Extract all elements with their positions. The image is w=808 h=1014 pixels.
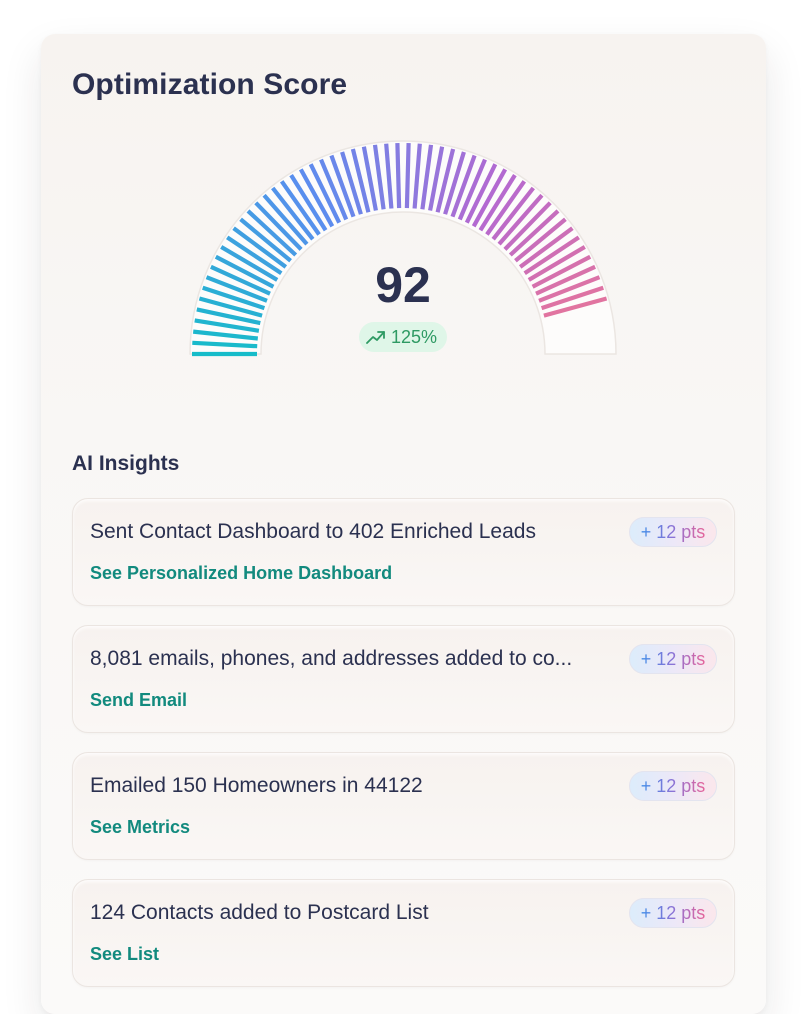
gauge-tick [527,245,586,282]
gauge-tick [478,173,517,232]
gauge-tick [361,146,378,211]
points-badge: + 12 pts [629,771,717,801]
gauge-tick [192,329,259,341]
insight-card: Emailed 150 Homeowners in 44122 See Metr… [72,752,735,860]
gauge-tick [428,146,445,211]
gauge-tick [543,296,608,318]
gauge-tick [279,180,321,236]
gauge-tick [194,318,260,333]
gauge-tick [540,285,604,311]
gauge-tick [319,158,349,221]
gauge-tick [308,163,342,224]
card-title: Optimization Score [72,68,348,101]
insight-text: Emailed 150 Homeowners in 44122 [90,774,423,797]
gauge-tick [329,154,356,218]
gauge-tick [471,168,508,228]
insight-link[interactable]: See List [90,944,160,964]
gauge-tick [220,245,279,282]
insight-card: 124 Contacts added to Postcard List See … [72,879,735,987]
score-value: 92 [375,257,431,313]
gauge-tick [239,217,292,263]
gauge-tick [443,151,466,215]
gauge-tick [226,235,283,276]
trend-badge: 125% [359,322,448,352]
gauge-tick [535,264,596,296]
gauge-tick [435,148,456,213]
gauge-tick [538,275,601,303]
gauge-tick [395,143,402,209]
gauge-tick [497,193,544,246]
trend-up-arrow-icon [365,329,387,345]
insight-text: 124 Contacts added to Postcard List [90,901,429,924]
gauge-tick [198,296,263,318]
gauge-track [189,140,617,355]
gauge-tick [485,180,527,236]
points-label: + 12 pts [640,521,706,542]
gauge-tick [384,143,394,209]
gauge-tick [196,307,261,326]
gauge-tick [514,217,567,263]
gauge-tick [457,158,487,221]
gauge-tick [262,193,309,246]
ai-insights-heading: AI Insights [72,452,180,475]
gauge-tick [289,173,328,232]
points-label: + 12 pts [640,902,706,923]
insight-text: Sent Contact Dashboard to 402 Enriched L… [90,520,536,543]
gauge-tick [531,254,592,289]
gauge-tick [340,151,363,215]
gauge-tick [298,168,335,228]
gauge-tick [491,186,535,241]
insight-card: Sent Contact Dashboard to 402 Enriched L… [72,498,735,606]
gauge-tick [214,254,275,289]
gauge-graphic [189,140,617,357]
gauge-tick [271,186,315,241]
points-badge: + 12 pts [629,517,717,547]
gauge-tick [503,201,552,251]
gauge-tick [205,275,268,303]
trend-value: 125% [391,326,438,347]
gauge-tick [404,143,411,209]
optimization-score-card: Optimization Score 92 125% AI Insigh [41,34,766,1014]
gauge-tick [518,226,574,269]
gauge-tick [412,143,422,209]
insight-card: 8,081 emails, phones, and addresses adde… [72,625,735,733]
gauge-tick [232,226,288,269]
gauge-tick [192,340,258,349]
gauge-tick [508,209,560,257]
gauge-tick [464,163,498,224]
gauge-tick [350,148,371,213]
insight-text: 8,081 emails, phones, and addresses adde… [90,647,573,670]
gauge-tick [202,285,266,311]
points-label: + 12 pts [640,775,706,796]
insight-link[interactable]: See Personalized Home Dashboard [90,563,393,583]
points-badge: + 12 pts [629,898,717,928]
gauge-tick [372,144,386,210]
gauge-tick [523,235,580,276]
gauge-tick [254,201,303,251]
points-badge: + 12 pts [629,644,717,674]
insight-link[interactable]: See Metrics [90,817,191,837]
insight-link[interactable]: Send Email [90,690,188,710]
gauge-tick [450,154,477,218]
gauge-tick [246,209,298,257]
gauge-tick [420,144,434,210]
gauge-tick [210,264,271,296]
score-gauge: 92 125% [41,34,766,414]
points-label: + 12 pts [640,648,706,669]
